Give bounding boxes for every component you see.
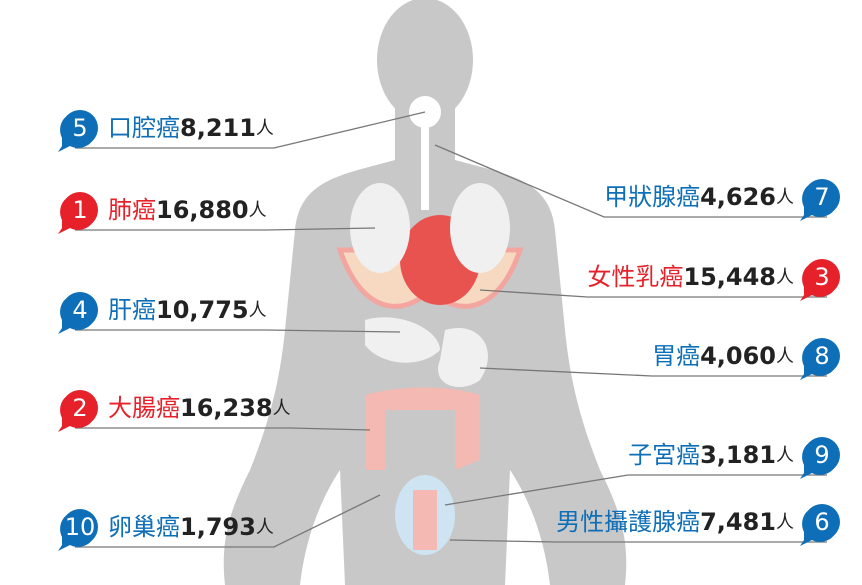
cancer-name: 口腔癌 — [108, 114, 180, 142]
unit: 人 — [776, 187, 794, 208]
unit: 人 — [249, 200, 267, 221]
cancer-name: 胃癌 — [652, 342, 700, 370]
label-text: 女性乳癌15,448人 — [587, 263, 794, 291]
rank-number: 7 — [814, 183, 829, 211]
case-count: 3,181 — [700, 441, 776, 469]
case-count: 15,448 — [683, 263, 776, 291]
cancer-name: 女性乳癌 — [587, 263, 683, 291]
label-text: 口腔癌8,211人 — [108, 114, 274, 142]
leader-line — [75, 111, 426, 149]
rank-number: 8 — [814, 342, 829, 370]
leader-line — [479, 289, 827, 298]
leader-line — [434, 144, 827, 218]
unit: 人 — [776, 512, 794, 533]
label-text: 肺癌16,880人 — [108, 196, 267, 224]
rank-badge-circle — [62, 390, 98, 426]
case-count: 7,481 — [700, 508, 776, 536]
case-count: 8,211 — [180, 114, 256, 142]
rank-badge-circle — [804, 179, 840, 215]
cancer-name: 甲狀腺癌 — [604, 183, 700, 211]
label-text: 子宮癌3,181人 — [628, 441, 794, 469]
label-group: 4 肝癌10,775人 — [58, 292, 401, 334]
cancer-name: 肝癌 — [108, 296, 156, 324]
label-text: 甲狀腺癌4,626人 — [604, 183, 794, 211]
unit: 人 — [776, 267, 794, 288]
label-group: 7 甲狀腺癌4,626人 — [434, 144, 840, 221]
rank-badge-circle — [62, 292, 98, 328]
label-group: 6 男性攝護腺癌7,481人 — [449, 504, 840, 546]
unit: 人 — [249, 300, 267, 321]
case-count: 16,880 — [156, 196, 249, 224]
case-count: 4,060 — [700, 342, 776, 370]
body-silhouette — [223, 0, 627, 585]
rank-number: 9 — [814, 441, 829, 469]
rank-number: 6 — [814, 508, 829, 536]
leader-line — [449, 539, 827, 543]
label-text: 大腸癌16,238人 — [108, 394, 291, 422]
cancer-name: 子宮癌 — [628, 441, 700, 469]
rank-number: 5 — [72, 114, 87, 142]
rank-badge-circle — [804, 259, 840, 295]
rank-number: 1 — [72, 196, 87, 224]
rank-badge-circle — [804, 437, 840, 473]
label-text: 胃癌4,060人 — [652, 342, 794, 370]
label-group: 1 肺癌16,880人 — [58, 192, 376, 234]
label-text: 肝癌10,775人 — [108, 296, 267, 324]
rank-badge-circle — [62, 509, 98, 545]
unit: 人 — [256, 517, 274, 538]
unit: 人 — [256, 118, 274, 139]
organs — [336, 96, 524, 555]
rank-badge-circle — [804, 338, 840, 374]
label-group: 8 胃癌4,060人 — [479, 338, 840, 380]
cancer-name: 大腸癌 — [108, 394, 180, 422]
unit: 人 — [273, 398, 291, 419]
label-text: 男性攝護腺癌7,481人 — [556, 508, 794, 536]
leader-line — [479, 367, 827, 377]
leader-line — [75, 329, 401, 333]
label-group: 9 子宮癌3,181人 — [444, 437, 840, 506]
case-count: 4,626 — [700, 183, 776, 211]
label-group: 2 大腸癌16,238人 — [58, 390, 371, 432]
leader-line — [75, 494, 381, 548]
rank-badge-circle — [62, 110, 98, 146]
leader-line — [75, 227, 376, 231]
case-count: 16,238 — [180, 394, 273, 422]
label-text: 卵巢癌1,793人 — [108, 513, 274, 541]
rank-number: 3 — [814, 263, 829, 291]
unit: 人 — [776, 445, 794, 466]
unit: 人 — [776, 346, 794, 367]
rank-number: 10 — [65, 513, 96, 541]
rank-badge-circle — [804, 504, 840, 540]
rank-badge-circle — [62, 192, 98, 228]
leader-line — [75, 427, 371, 431]
cancer-name: 肺癌 — [108, 196, 156, 224]
rank-number: 2 — [72, 394, 87, 422]
label-group: 5 口腔癌8,211人 — [58, 110, 426, 152]
case-count: 10,775 — [156, 296, 249, 324]
case-count: 1,793 — [180, 513, 256, 541]
label-group: 10 卵巢癌1,793人 — [58, 494, 381, 551]
cancer-name: 男性攝護腺癌 — [556, 508, 700, 536]
rank-number: 4 — [72, 296, 87, 324]
leader-line — [444, 474, 827, 506]
label-group: 3 女性乳癌15,448人 — [479, 259, 840, 301]
cancer-name: 卵巢癌 — [108, 513, 180, 541]
